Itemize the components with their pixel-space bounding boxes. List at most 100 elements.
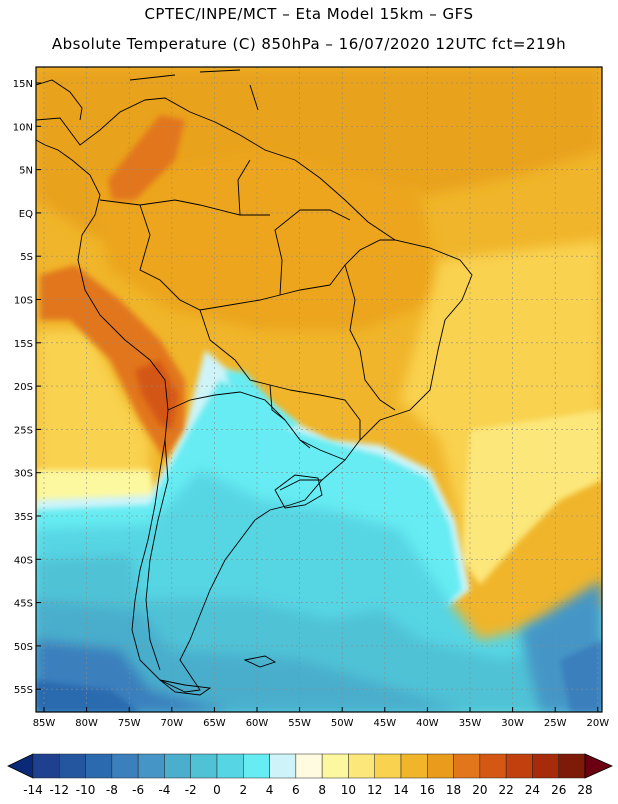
border-3 [199, 309, 291, 391]
border-1 [99, 199, 270, 216]
field-andes-red-north [108, 115, 185, 200]
caribbean-islands [129, 69, 259, 111]
lon-label: 45W [373, 718, 396, 729]
lat-label: 25S [14, 425, 33, 436]
lat-label: 45S [14, 599, 33, 610]
lat-label: 15N [13, 79, 33, 90]
lat-label: EQ [19, 209, 33, 220]
border-11 [344, 264, 396, 411]
colorbar-swatch [479, 753, 507, 779]
lat-label: 15S [14, 339, 33, 350]
border-12 [237, 159, 251, 216]
lon-label: 55W [288, 718, 311, 729]
lon-label: 40W [416, 718, 439, 729]
colorbar-tick-label: 18 [446, 783, 461, 797]
longitude-labels: 85W 80W 75W 70W 65W 60W 55W 50W 45W 40W 35W 30W 25W 2… [33, 707, 609, 729]
lat-label: 5N [19, 166, 33, 177]
colorbar [7, 753, 613, 779]
lat-label: 10N [13, 122, 33, 133]
lon-label: 80W [75, 718, 98, 729]
colorbar-swatch [295, 753, 323, 779]
colorbar-tick-label: 16 [420, 783, 435, 797]
field-inland-orange [90, 150, 440, 330]
tierra-del-fuego [159, 679, 212, 696]
uruguay [274, 474, 323, 509]
falklands [243, 655, 277, 668]
lon-label: 70W [160, 718, 183, 729]
field-blue-se2 [560, 640, 602, 712]
colorbar-swatch [243, 753, 270, 779]
border-7 [299, 439, 346, 461]
lat-label: 35S [14, 512, 33, 523]
colorbar-tick-label: 14 [393, 783, 408, 797]
field-peru-orange [40, 265, 185, 460]
colorbar-tick-label: -12 [49, 783, 69, 797]
colorbar-tick-label: 26 [551, 783, 566, 797]
lat-label: 50S [14, 642, 33, 653]
border-6 [289, 389, 361, 440]
field-pale-yellow-tongue [462, 410, 602, 585]
colorbar-swatch [85, 753, 113, 779]
colorbar-tick-label: -8 [106, 783, 118, 797]
colorbar-swatch [59, 753, 86, 779]
colorbar-tick-label: -14 [23, 783, 43, 797]
colorbar-tick-label: -6 [132, 783, 144, 797]
colorbar-tick-label: -4 [158, 783, 170, 797]
central-america [36, 79, 83, 121]
colorbar-swatch [505, 753, 533, 779]
colorbar-swatch [111, 753, 139, 779]
latitude-labels: 15N 10N 5N EQ 5S 10S 15S 20S 25S 30S 35S 40S 45S 50S 5… [13, 79, 41, 696]
colorbar-swatch [32, 753, 60, 779]
field-pacific-yellow [36, 330, 150, 505]
lon-label: 85W [33, 718, 56, 729]
map-gridlines [36, 67, 602, 712]
colorbar-swatch [532, 753, 559, 779]
lon-label: 65W [203, 718, 226, 729]
lat-label: 40S [14, 555, 33, 566]
border-5 [269, 384, 286, 421]
map-title-line2: Absolute Temperature (C) 850hPa – 16/07/… [51, 35, 567, 53]
colorbar-tick-label: -2 [185, 783, 197, 797]
lat-label: 5S [20, 252, 33, 263]
south-america-outline [36, 97, 473, 693]
colorbar-swatch [374, 753, 402, 779]
colorbar-labels: -14 -12 -10 -8 -6 -4 -2 0 2 4 6 8 10 12 14 16 18 20 22 24 26… [23, 783, 592, 797]
colorbar-swatch [427, 753, 454, 779]
colorbar-tick-label: 20 [472, 783, 487, 797]
field-blue-2 [36, 680, 140, 712]
lon-label: 20W [586, 718, 609, 729]
colorbar-tick-label: 0 [213, 783, 221, 797]
lon-label: 75W [118, 718, 141, 729]
lat-label: 20S [14, 382, 33, 393]
lat-label: 55S [14, 685, 33, 696]
colorbar-over-arrow [584, 753, 613, 779]
lon-label: 50W [331, 718, 354, 729]
border-4 [167, 391, 311, 449]
colorbar-tick-label: 24 [525, 783, 540, 797]
lon-label: 35W [459, 718, 482, 729]
colorbar-swatch [558, 753, 586, 779]
colorbar-tick-label: 12 [367, 783, 382, 797]
colorbar-tick-label: 2 [239, 783, 247, 797]
lat-label: 30S [14, 469, 33, 480]
temperature-field [36, 67, 602, 712]
field-andes-red-south [135, 360, 178, 430]
coastlines-and-borders [36, 69, 473, 696]
colorbar-swatch [453, 753, 481, 779]
lon-label: 30W [501, 718, 524, 729]
colorbar-swatch [164, 753, 191, 779]
border-8 [279, 479, 322, 491]
lat-label: 10S [14, 296, 33, 307]
border-9 [145, 439, 169, 671]
map-frame [35, 66, 603, 713]
lon-label: 25W [544, 718, 567, 729]
colorbar-tick-label: 28 [577, 783, 592, 797]
colorbar-swatch [190, 753, 218, 779]
colorbar-swatch [137, 753, 165, 779]
colorbar-under-arrow [7, 753, 34, 779]
colorbar-swatch [269, 753, 297, 779]
colorbar-tick-label: 4 [266, 783, 274, 797]
colorbar-swatch [321, 753, 349, 779]
